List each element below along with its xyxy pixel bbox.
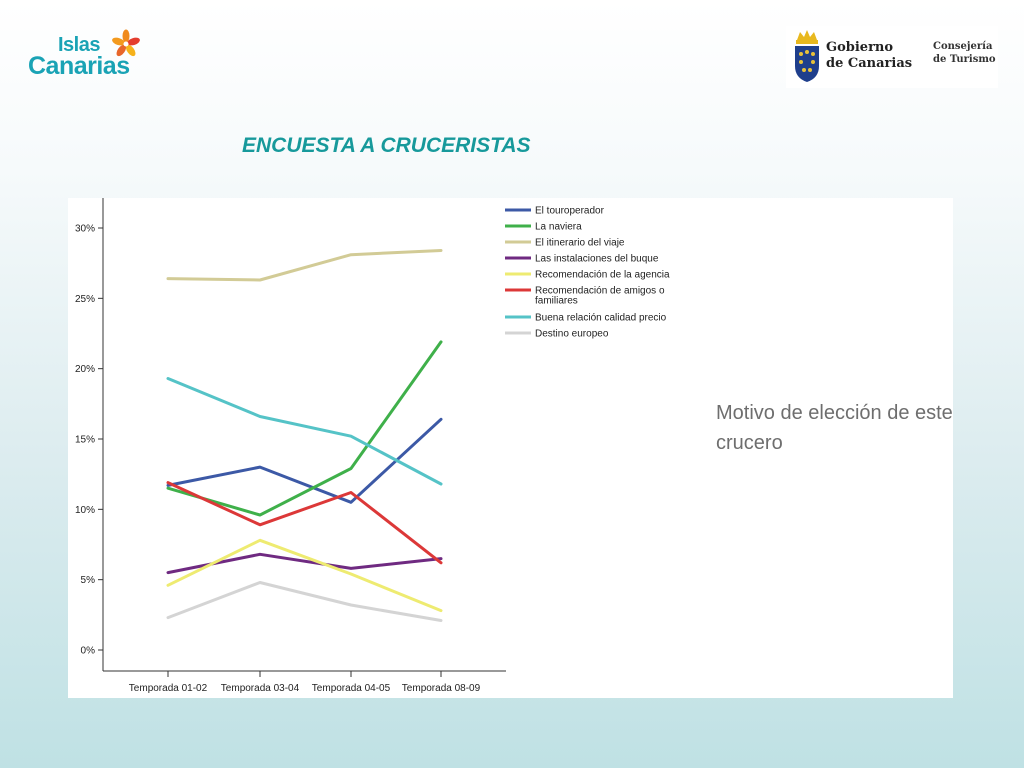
- page-title: ENCUESTA A CRUCERISTAS: [242, 134, 531, 157]
- coat-of-arms-icon: [795, 30, 819, 82]
- y-tick-label: 25%: [75, 294, 95, 305]
- x-tick-label: Temporada 03-04: [221, 683, 300, 694]
- chart-caption: Motivo de elección de este crucero: [716, 402, 953, 454]
- chart-lines: [166, 249, 443, 622]
- legend-label: Recomendación de amigos o: [535, 286, 665, 297]
- y-tick-label: 15%: [75, 435, 95, 446]
- series-line: [166, 249, 443, 282]
- logo-text-de-canarias: de Canarias: [826, 56, 913, 71]
- x-axis: Temporada 01-02 Temporada 03-04 Temporada …: [103, 670, 506, 694]
- series-line: [166, 481, 443, 565]
- x-tick-label: Temporada 04-05: [312, 683, 391, 694]
- y-axis: 0% 5% 10% 15% 20% 25% 30%: [75, 198, 104, 671]
- x-tick-label: Temporada 08-09: [402, 683, 481, 694]
- legend-label: Las instalaciones del buque: [535, 254, 659, 265]
- gobierno-canarias-logo: Gobierno de Canarias Consejería de Turis…: [786, 26, 998, 88]
- logo-text-canarias: Canarias: [28, 52, 130, 80]
- y-tick-label: 10%: [75, 505, 95, 516]
- islas-canarias-logo: Islas Canarias: [28, 29, 148, 84]
- logo-text-de-turismo: de Turismo: [933, 54, 996, 65]
- y-tick-label: 30%: [75, 224, 95, 235]
- legend-label: El touroperador: [535, 206, 605, 217]
- flower-icon: [112, 29, 140, 57]
- legend-label: Recomendación de la agencia: [535, 270, 670, 281]
- series-line: [166, 377, 443, 486]
- legend-label: El itinerario del viaje: [535, 238, 625, 249]
- legend-label: Destino europeo: [535, 329, 609, 340]
- line-chart: 0%5%10%15%20%25%30% Temporada 01-02 Tempo…: [75, 198, 670, 694]
- legend-label: familiares: [535, 296, 578, 307]
- chart-panel: 0% 5% 10% 15% 20% 25% 30% Temporada 01-02 Tempo…: [68, 198, 953, 698]
- series-line: [166, 581, 443, 622]
- y-tick-label: 20%: [75, 364, 95, 375]
- legend-label: Buena relación calidad precio: [535, 313, 667, 324]
- y-tick-label: 5%: [81, 575, 96, 586]
- x-tick-label: Temporada 01-02: [129, 683, 208, 694]
- legend-label: La naviera: [535, 222, 582, 233]
- logo-text-islas: Islas: [58, 34, 100, 56]
- logo-text-consejeria: Consejería: [933, 41, 993, 52]
- series-line: [166, 340, 443, 517]
- logo-text-gobierno: Gobierno: [826, 40, 894, 55]
- chart-legend: El touroperador La naviera El itinerario d…: [505, 206, 670, 340]
- y-tick-label: 0%: [81, 646, 96, 657]
- series-line: [166, 538, 443, 613]
